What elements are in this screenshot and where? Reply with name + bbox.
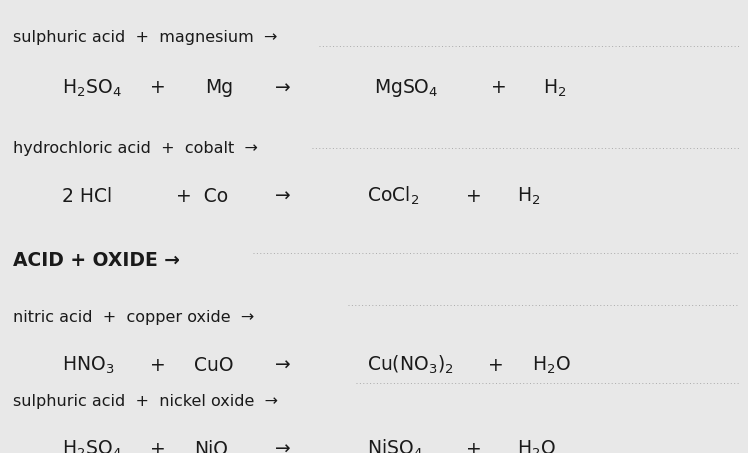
Text: +: + — [465, 440, 482, 453]
Text: +: + — [150, 356, 166, 375]
Text: →: → — [275, 187, 291, 206]
Text: →: → — [275, 78, 291, 97]
Text: $\mathregular{H_2SO_4}$: $\mathregular{H_2SO_4}$ — [62, 439, 122, 453]
Text: +: + — [150, 78, 166, 97]
Text: $\mathregular{MgSO_4}$: $\mathregular{MgSO_4}$ — [374, 77, 438, 99]
Text: nitric acid  +  copper oxide  →: nitric acid + copper oxide → — [13, 310, 254, 325]
Text: sulphuric acid  +  nickel oxide  →: sulphuric acid + nickel oxide → — [13, 394, 278, 410]
Text: +: + — [491, 78, 507, 97]
Text: →: → — [275, 356, 291, 375]
Text: +: + — [488, 356, 503, 375]
Text: CuO: CuO — [194, 356, 234, 375]
Text: +: + — [150, 440, 166, 453]
Text: Mg: Mg — [206, 78, 233, 97]
Text: +: + — [465, 187, 482, 206]
Text: sulphuric acid  +  magnesium  →: sulphuric acid + magnesium → — [13, 30, 278, 45]
Text: $\mathregular{H_2}$: $\mathregular{H_2}$ — [542, 77, 566, 99]
Text: $\mathregular{H_2}$: $\mathregular{H_2}$ — [517, 186, 540, 207]
Text: $\mathregular{H_2O}$: $\mathregular{H_2O}$ — [532, 355, 571, 376]
Text: $\mathregular{NiSO_4}$: $\mathregular{NiSO_4}$ — [367, 438, 423, 453]
Text: 2 HCl: 2 HCl — [62, 187, 113, 206]
Text: $\mathregular{Cu(NO_3)_2}$: $\mathregular{Cu(NO_3)_2}$ — [367, 354, 453, 376]
Text: →: → — [275, 440, 291, 453]
Text: NiO: NiO — [194, 440, 228, 453]
Text: +  Co: + Co — [176, 187, 228, 206]
Text: $\mathregular{CoCl_2}$: $\mathregular{CoCl_2}$ — [367, 185, 419, 207]
Text: $\mathregular{HNO_3}$: $\mathregular{HNO_3}$ — [62, 355, 114, 376]
Text: hydrochloric acid  +  cobalt  →: hydrochloric acid + cobalt → — [13, 141, 258, 156]
Text: $\mathregular{H_2SO_4}$: $\mathregular{H_2SO_4}$ — [62, 77, 122, 99]
Text: ACID + OXIDE →: ACID + OXIDE → — [13, 251, 180, 270]
Text: $\mathregular{H_2O}$: $\mathregular{H_2O}$ — [517, 439, 556, 453]
